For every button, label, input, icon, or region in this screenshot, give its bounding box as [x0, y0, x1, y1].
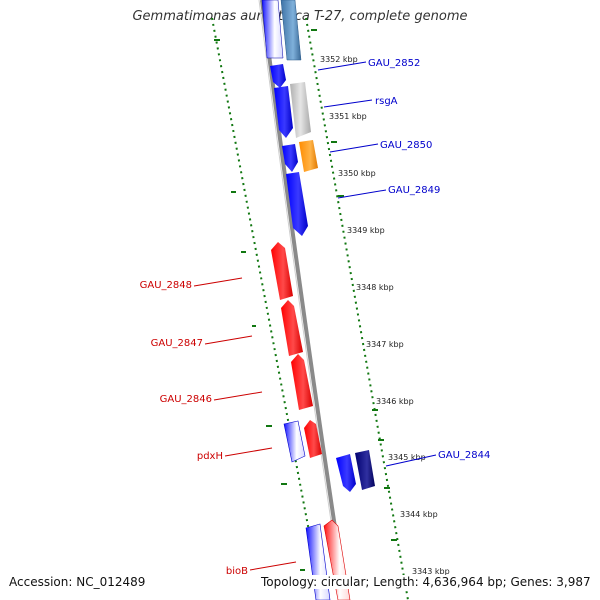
gene-feature[interactable] — [286, 172, 308, 236]
gene-label[interactable]: GAU_2850 — [380, 140, 432, 151]
genome-backbone-outer — [260, 0, 348, 600]
scale-tick-label: 3344 kbp — [400, 510, 438, 519]
gene-feature[interactable] — [355, 450, 375, 490]
gc-tick-marks — [214, 29, 397, 571]
gene-label[interactable]: GAU_2848 — [140, 280, 192, 291]
scale-tick-label: 3343 kbp — [412, 567, 450, 576]
gc-track-left — [211, 17, 323, 600]
gene-features — [261, 0, 375, 600]
label-leaders — [193, 61, 437, 571]
gene-label[interactable]: rsgA — [375, 96, 398, 107]
gene-feature[interactable] — [283, 420, 306, 463]
gene-feature[interactable] — [290, 82, 311, 138]
scale-tick-label: 3352 kbp — [320, 55, 358, 64]
gene-feature[interactable] — [336, 454, 356, 492]
gene-feature[interactable] — [281, 300, 303, 356]
topology-text: Topology: circular; Length: 4,636,964 bp… — [261, 575, 591, 589]
gene-feature[interactable] — [282, 144, 298, 172]
scale-tick-label: 3346 kbp — [376, 397, 414, 406]
gene-labels: GAU_2852 rsgA GAU_2850 GAU_2849 GAU_2848… — [140, 58, 491, 577]
gene-label[interactable]: GAU_2852 — [368, 58, 420, 69]
scale-ticks: 3352 kbp 3351 kbp 3350 kbp 3349 kbp 3348… — [320, 55, 450, 576]
scale-tick-label: 3348 kbp — [356, 283, 394, 292]
gene-feature[interactable] — [304, 420, 322, 458]
gene-feature[interactable] — [261, 0, 284, 59]
gene-label[interactable]: GAU_2849 — [388, 185, 440, 196]
genome-backbone-inner — [258, 0, 344, 600]
gene-feature[interactable] — [271, 242, 293, 300]
scale-tick-label: 3345 kbp — [388, 453, 426, 462]
scale-tick-label: 3350 kbp — [338, 169, 376, 178]
gene-label[interactable]: GAU_2846 — [160, 394, 212, 405]
gc-track-right — [305, 17, 409, 600]
gene-label[interactable]: pdxH — [197, 451, 223, 462]
map-title: Gemmatimonas aurantiaca T-27, complete g… — [132, 9, 468, 24]
gene-label[interactable]: bioB — [226, 566, 248, 577]
accession-text: Accession: NC_012489 — [9, 575, 146, 589]
gene-feature[interactable] — [274, 86, 293, 138]
gene-feature[interactable] — [299, 140, 318, 172]
gene-feature[interactable] — [280, 0, 302, 61]
scale-tick-label: 3351 kbp — [329, 112, 367, 121]
scale-tick-label: 3349 kbp — [347, 226, 385, 235]
gene-label[interactable]: GAU_2847 — [151, 338, 203, 349]
gene-feature[interactable] — [270, 64, 286, 88]
gene-feature[interactable] — [291, 354, 313, 410]
scale-tick-label: 3347 kbp — [366, 340, 404, 349]
gene-label[interactable]: GAU_2844 — [438, 450, 490, 461]
